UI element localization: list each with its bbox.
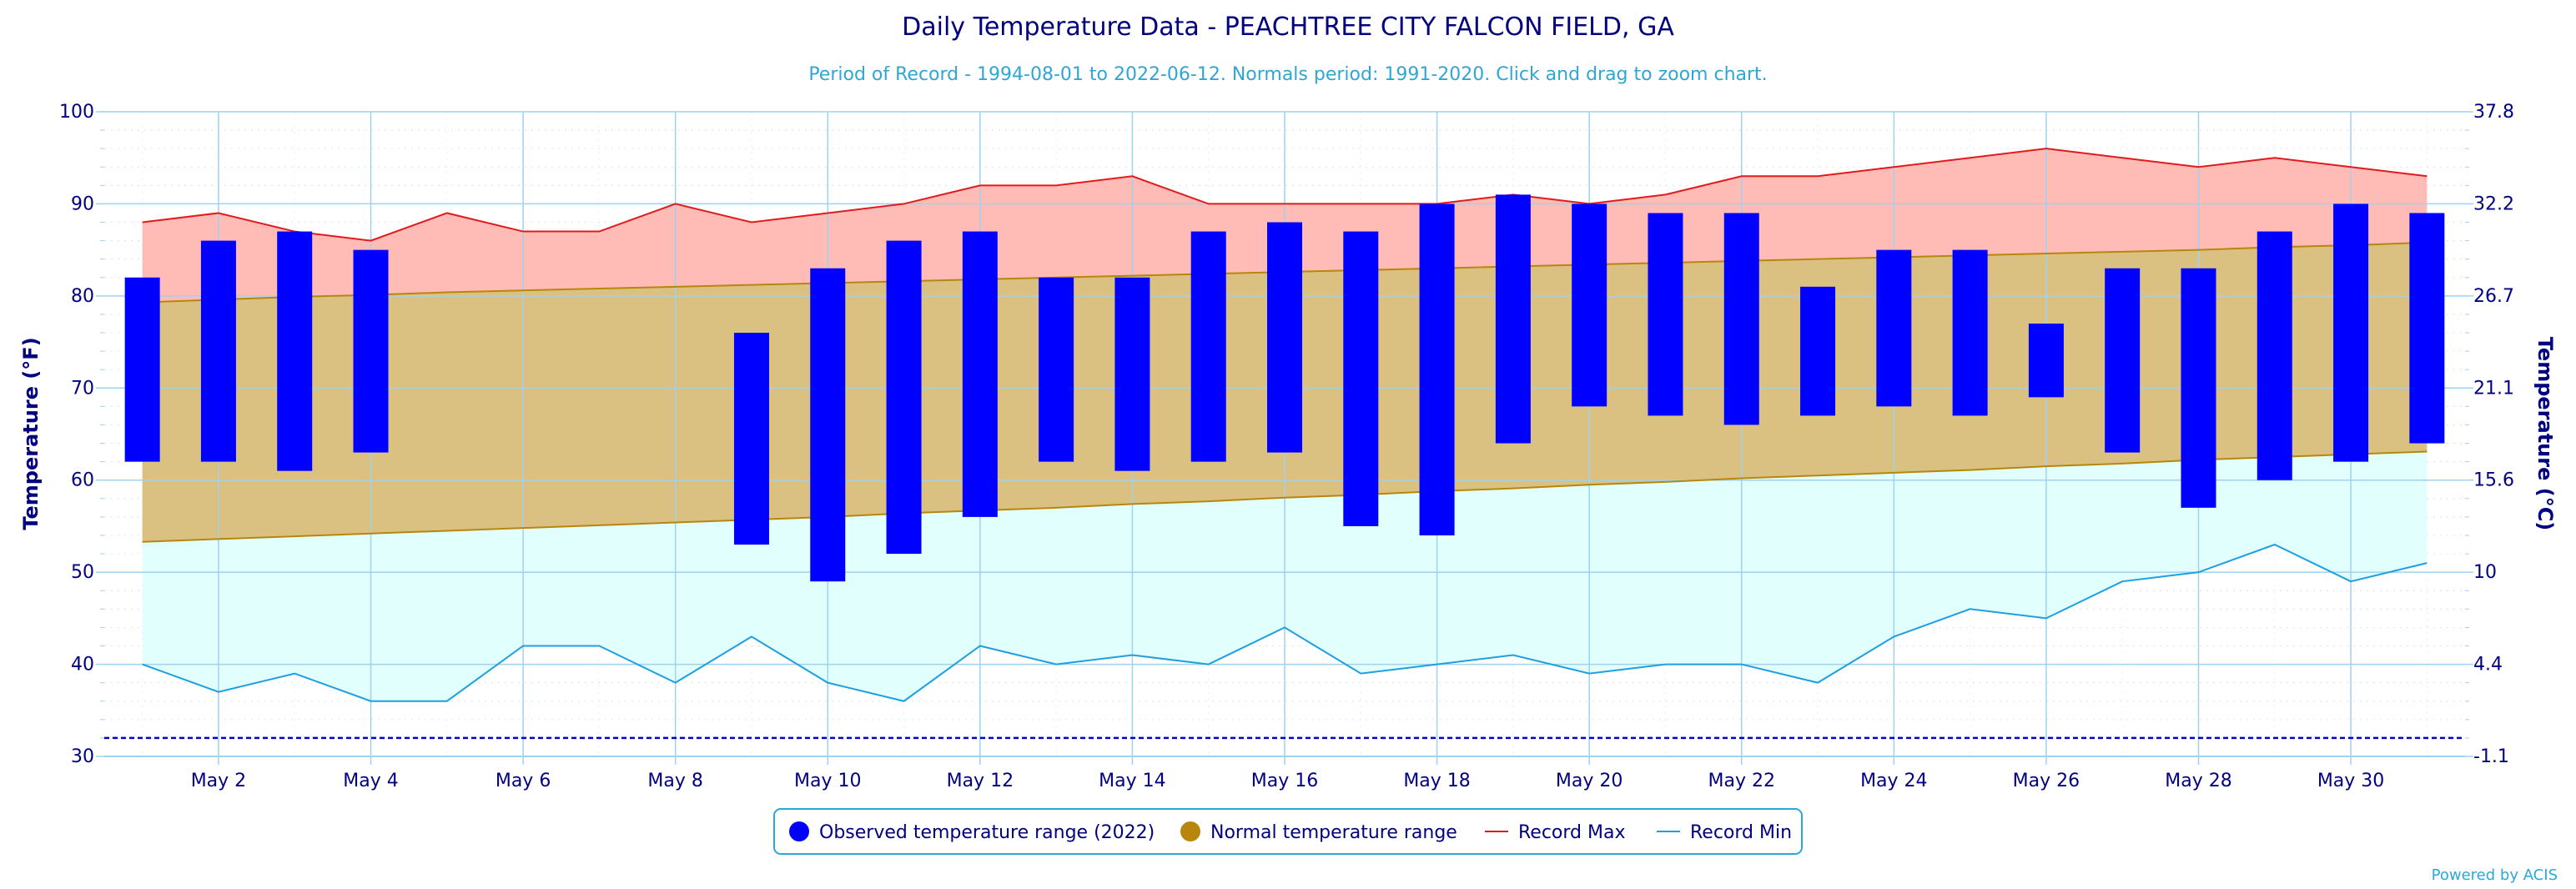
observed-bar[interactable]: [886, 240, 922, 555]
y-tick-label-right: 26.7: [2473, 286, 2514, 307]
legend: Observed temperature range (2022) Normal…: [773, 808, 1803, 855]
y-tick-label: 60: [71, 470, 94, 491]
x-tick-label: May 26: [2013, 771, 2080, 791]
y-tick-label: 90: [71, 193, 94, 214]
y-tick-label-right: 37.8: [2473, 102, 2514, 123]
y-tick-label-right: 21.1: [2473, 378, 2514, 399]
x-tick-label: May 24: [1860, 771, 1927, 791]
observed-bar[interactable]: [1952, 249, 1988, 416]
y-tick-label: 50: [71, 562, 94, 583]
y-tick-label-right: -1.1: [2473, 746, 2509, 767]
y-tick-label: 100: [59, 102, 94, 123]
observed-bar[interactable]: [1267, 222, 1302, 453]
observed-bar[interactable]: [2105, 268, 2141, 453]
y-tick-label-right: 32.2: [2473, 193, 2514, 214]
x-tick-label: May 8: [647, 771, 702, 791]
record-max-line: [142, 148, 2428, 242]
observed-bar[interactable]: [2333, 203, 2369, 462]
x-tick-label: May 16: [1251, 771, 1318, 791]
y-tick-label-right: 4.4: [2473, 655, 2503, 676]
legend-normal-marker: [1180, 821, 1200, 841]
legend-record-max-label[interactable]: Record Max: [1518, 822, 1626, 843]
normal-min-line: [142, 450, 2428, 543]
observed-bar[interactable]: [733, 333, 769, 545]
observed-bar[interactable]: [277, 231, 313, 471]
observed-bar[interactable]: [2028, 323, 2064, 398]
observed-bar[interactable]: [1572, 203, 1607, 407]
observed-bar[interactable]: [124, 277, 160, 462]
y-tick-label: 30: [71, 746, 94, 767]
y-tick-label-right: 15.6: [2473, 470, 2514, 491]
y-axis-label-left: Temperature (°F): [19, 337, 43, 530]
y-tick-label: 40: [71, 655, 94, 676]
y-tick-label: 70: [71, 378, 94, 399]
x-tick-label: May 12: [947, 771, 1014, 791]
chart-subtitle: Period of Record - 1994-08-01 to 2022-06…: [808, 64, 1767, 85]
observed-bar[interactable]: [1800, 286, 1836, 416]
observed-bar[interactable]: [1723, 213, 1759, 425]
observed-bar[interactable]: [2257, 231, 2292, 480]
observed-bar[interactable]: [1419, 203, 1455, 535]
observed-bar[interactable]: [2181, 268, 2216, 508]
observed-bar[interactable]: [200, 240, 236, 462]
legend-normal-label[interactable]: Normal temperature range: [1210, 822, 1457, 843]
credit-link[interactable]: Powered by ACIS: [2432, 866, 2558, 884]
observed-bar[interactable]: [1343, 231, 1379, 526]
plot-area[interactable]: 30 -1.1 40 4.4 50 10 60 15.6 70 21.1 80 26.7 90 32.2 1…: [59, 102, 2514, 791]
observed-bar[interactable]: [1495, 194, 1531, 444]
record-min-line: [142, 543, 2428, 702]
legend-observed-label[interactable]: Observed temperature range (2022): [819, 822, 1155, 843]
x-tick-label: May 18: [1403, 771, 1470, 791]
observed-bar[interactable]: [962, 231, 998, 517]
legend-record-min-label[interactable]: Record Min: [1690, 822, 1792, 843]
observed-bar[interactable]: [1190, 231, 1226, 462]
x-tick-label: May 10: [794, 771, 861, 791]
y-axis-label-right: Temperature (°C): [2533, 337, 2557, 531]
x-tick-label: May 2: [191, 771, 246, 791]
observed-bar[interactable]: [1114, 277, 1150, 471]
observed-bar[interactable]: [810, 268, 846, 582]
x-tick-label: May 6: [496, 771, 551, 791]
legend-observed-marker: [789, 821, 809, 841]
observed-bar[interactable]: [1648, 213, 1683, 416]
chart-title: Daily Temperature Data - PEACHTREE CITY …: [902, 13, 1674, 42]
legend-box: [773, 808, 1803, 855]
y-tick-label-right: 10: [2473, 562, 2497, 583]
y-tick-label: 80: [71, 286, 94, 307]
observed-bar[interactable]: [1039, 277, 1074, 462]
x-tick-label: May 30: [2317, 771, 2384, 791]
x-tick-label: May 22: [1708, 771, 1774, 791]
observed-bar[interactable]: [2409, 213, 2445, 444]
observed-bar[interactable]: [353, 249, 389, 453]
observed-bar[interactable]: [1876, 249, 1912, 407]
x-tick-label: May 4: [343, 771, 398, 791]
x-tick-label: May 20: [1556, 771, 1623, 791]
x-tick-label: May 28: [2165, 771, 2231, 791]
x-tick-label: May 14: [1099, 771, 1165, 791]
